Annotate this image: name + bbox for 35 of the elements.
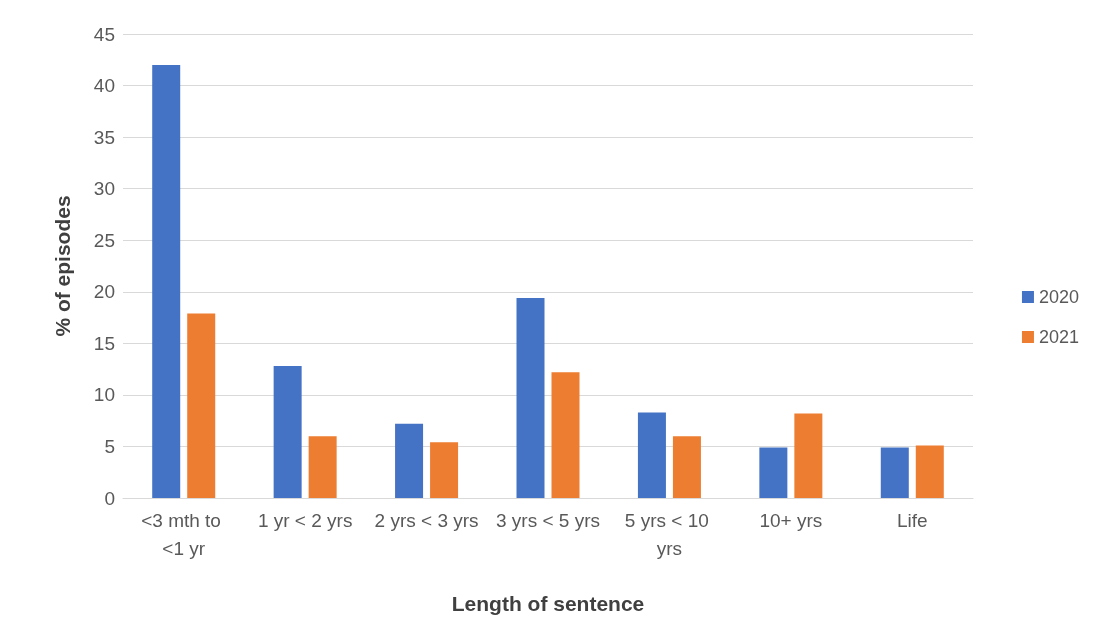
x-tick-label: 3 yrs < 5 yrs xyxy=(496,509,600,531)
y-tick-label: 40 xyxy=(93,75,115,97)
bar xyxy=(637,412,666,498)
x-tick-label: 1 yr < 2 yrs xyxy=(257,509,353,531)
y-tick-label: 10 xyxy=(93,384,115,406)
y-tick-label: 30 xyxy=(93,178,115,200)
legend-label: 2021 xyxy=(1038,327,1079,347)
bar xyxy=(672,436,701,498)
y-tick-label: 20 xyxy=(93,281,115,303)
y-axis-title: % of episodes xyxy=(51,195,74,337)
bar xyxy=(551,372,580,498)
y-tick-label: 35 xyxy=(93,126,115,148)
y-tick-label: 15 xyxy=(93,332,115,354)
bar xyxy=(794,413,823,498)
x-tick-label: <3 mth to <1 yr xyxy=(141,509,227,559)
legend-label: 2020 xyxy=(1038,287,1079,307)
y-tick-label: 0 xyxy=(104,487,115,509)
y-tick-label: 45 xyxy=(93,23,115,45)
x-tick-label: 5 yrs < 10 yrs xyxy=(624,509,715,559)
y-tick-label: 25 xyxy=(93,229,115,251)
bar xyxy=(880,447,909,498)
bar xyxy=(759,447,788,498)
bar xyxy=(395,423,424,498)
bar xyxy=(273,366,302,498)
x-tick-label: 10+ yrs xyxy=(759,509,823,531)
y-tick-label: 5 xyxy=(104,435,115,457)
x-tick-label: Life xyxy=(896,509,928,531)
x-axis-title: Length of sentence xyxy=(451,592,645,615)
x-tick-label: 2 yrs < 3 yrs xyxy=(374,509,479,531)
bar xyxy=(187,313,216,498)
bar xyxy=(516,297,545,498)
bar xyxy=(915,445,944,498)
bar xyxy=(152,64,181,498)
bar xyxy=(308,436,337,498)
bar xyxy=(430,442,459,498)
